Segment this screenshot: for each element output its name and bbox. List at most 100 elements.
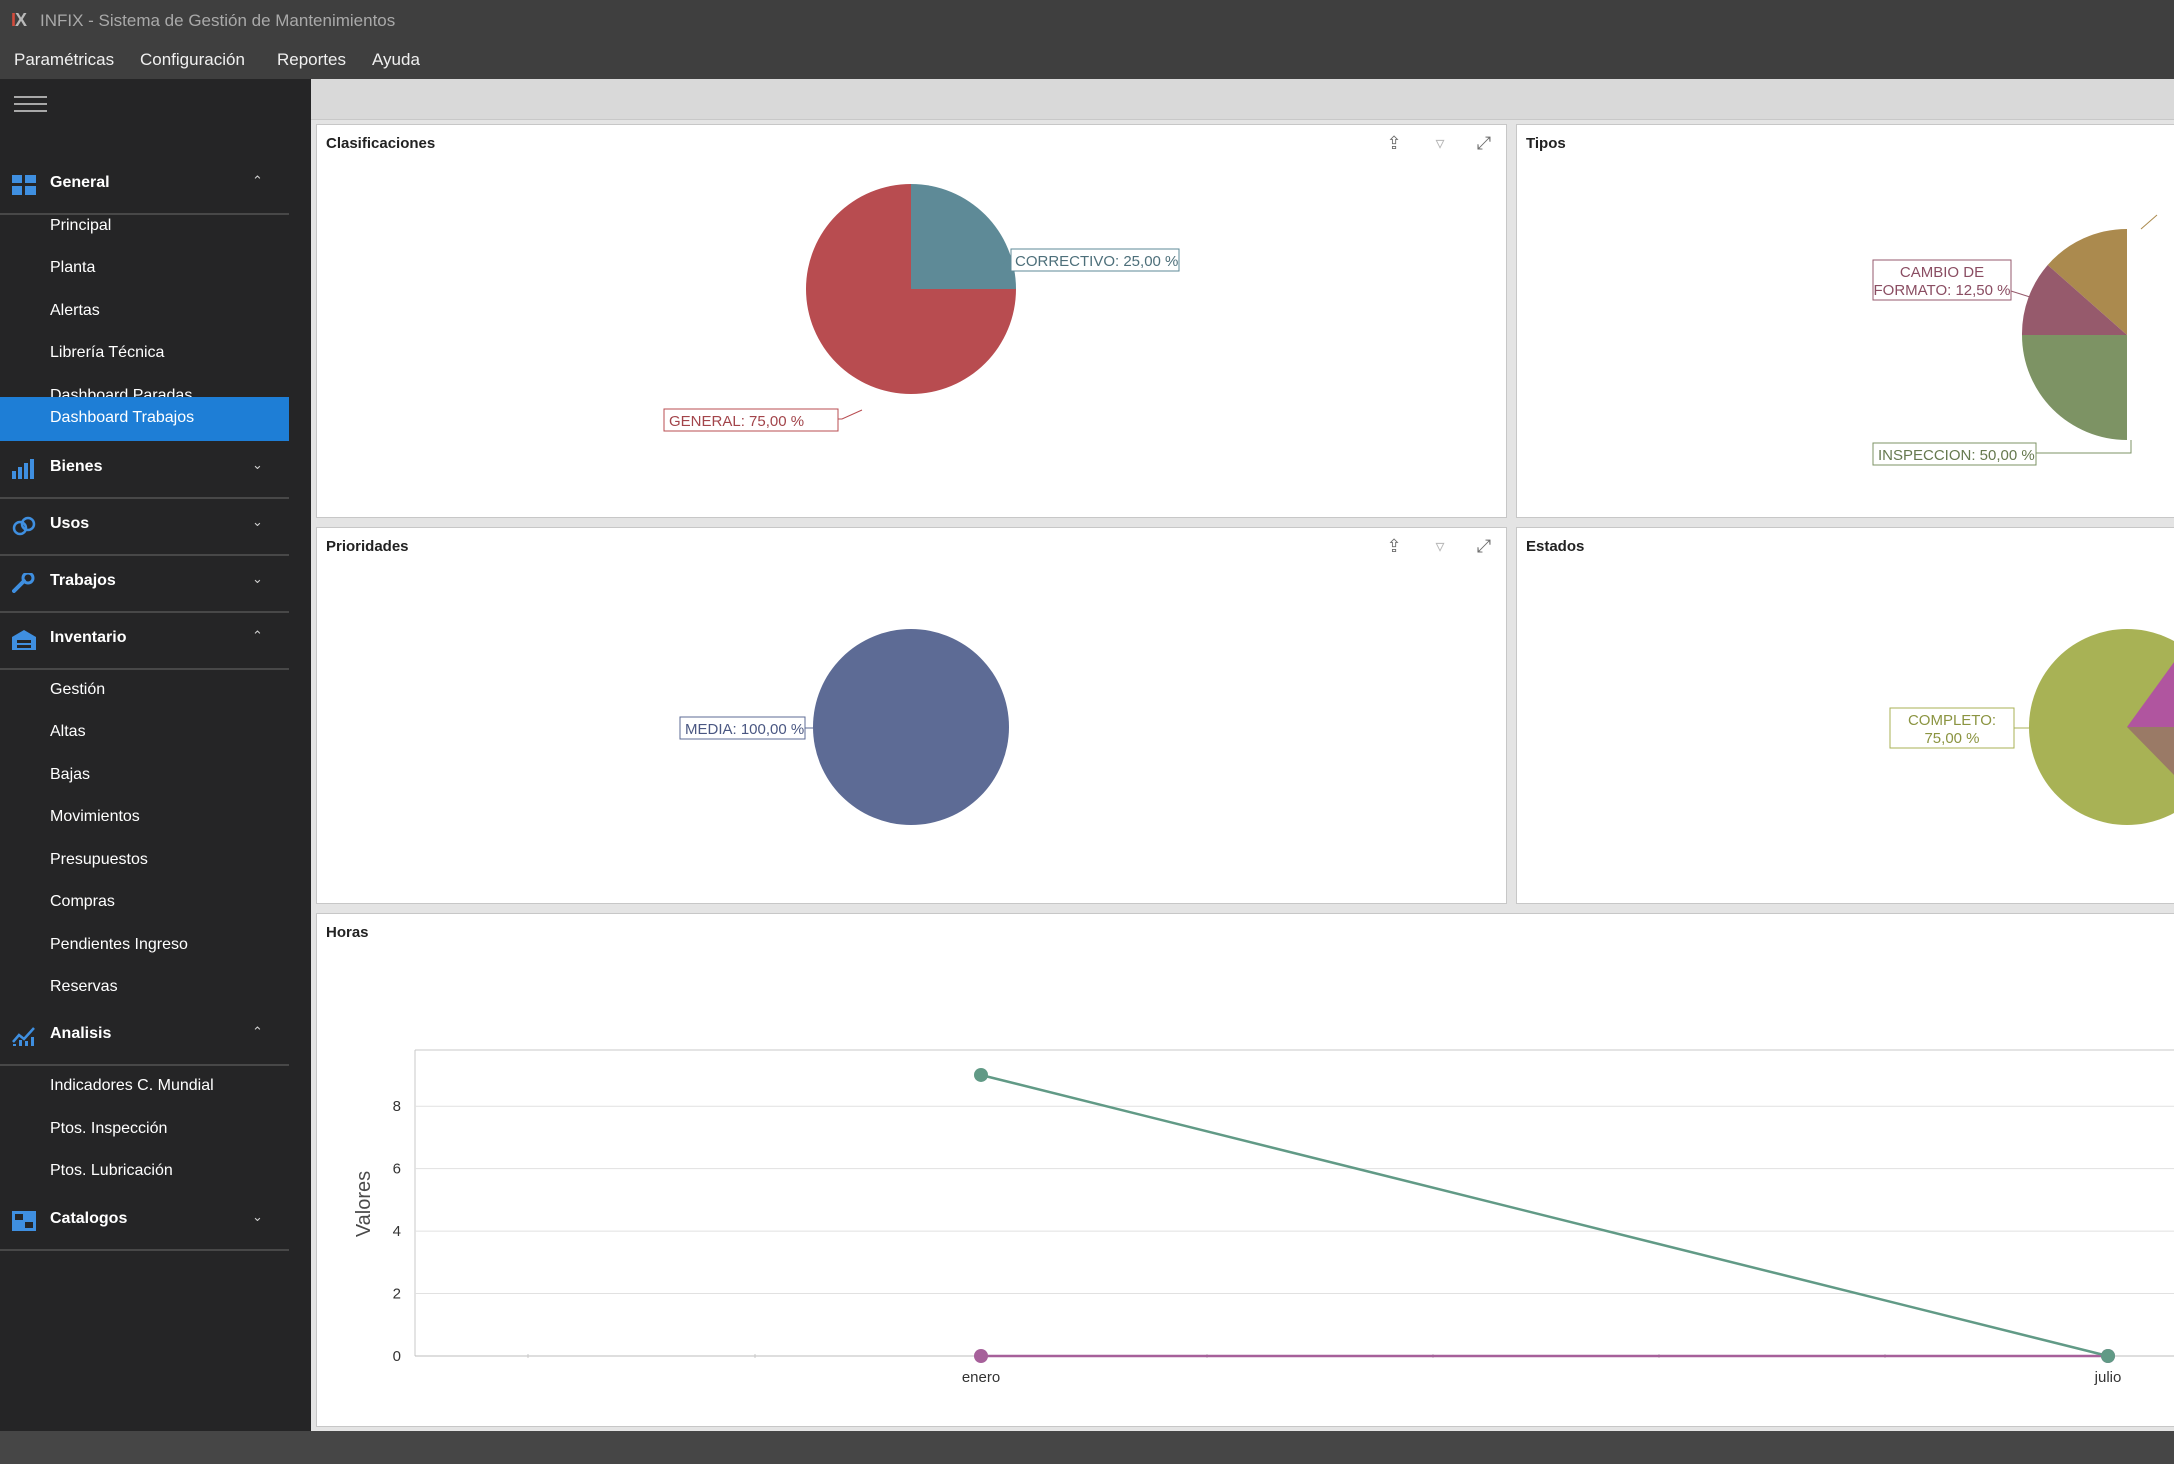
pie-slice-correctivo [911,184,1016,289]
panel-estados: Estados COMPLETO: 75,00 % [1516,527,2174,904]
label-leader-line [1000,258,1011,267]
catalog-icon [12,1211,36,1231]
clear-filter-icon[interactable]: ▿ [1435,133,1445,153]
title-bar: IX INFIX - Sistema de Gestión de Manteni… [0,0,2174,41]
slice-label-cambio-formato: CAMBIO DE [1900,264,1984,281]
sidebar-item-presupuestos[interactable]: Presupuestos [0,839,289,881]
sidebar-item-ptos-lubricacion[interactable]: Ptos. Lubricación [0,1150,289,1192]
sidebar-group-label: General [50,174,110,191]
sidebar-item-altas[interactable]: Altas [0,711,289,753]
menu-bar: Paramétricas Configuración Reportes Ayud… [0,41,2174,79]
sidebar-item-libreria-tecnica[interactable]: Librería Técnica [0,332,289,374]
pie-slice-cambio-formato [2021,265,2127,335]
sidebar-item-label: Reservas [50,978,118,995]
slice-label-inspeccion: INSPECCION: 50,00 % [1878,447,2035,464]
sidebar-item-planta[interactable]: Planta [0,247,289,289]
sidebar-item-label: Gestión [50,681,106,698]
label-box-general [663,408,839,432]
slice-label-correctivo: CORRECTIVO: 25,00 % [1015,253,1178,270]
menu-configuracion[interactable]: Configuración [140,50,245,69]
panel-title: Prioridades [326,538,409,555]
panel-clasificaciones: Clasificaciones ⇪ ▿ ⤢ CORRECTIVO: 25,00 … [316,124,1507,518]
menu-ayuda[interactable]: Ayuda [372,50,420,69]
clear-filter-icon[interactable]: ▿ [1435,536,1445,556]
chevron-down-icon: ⌄ [252,1209,263,1224]
sidebar-item-alertas[interactable]: Alertas [0,290,289,332]
maximize-icon[interactable]: ⤢ [1476,133,1492,153]
pie-slice-media [813,629,1009,825]
chevron-down-icon: ⌄ [252,457,263,472]
data-point [974,1067,988,1082]
sidebar-item-principal[interactable]: Principal [0,205,289,247]
label-box-completo [1889,707,2015,749]
sidebar-group-general[interactable]: General ⌃ [0,157,289,215]
chevron-down-icon: ⌄ [252,571,263,586]
sidebar-item-ptos-inspeccion[interactable]: Ptos. Inspección [0,1108,289,1150]
menu-reportes[interactable]: Reportes [277,50,346,69]
y-tick-label: 4 [393,1223,401,1240]
chevron-up-icon: ⌃ [252,628,263,643]
sidebar-item-label: Altas [50,723,86,740]
sidebar-group-usos[interactable]: Usos ⌄ [0,498,289,556]
sidebar-item-label: Principal [50,217,112,234]
sidebar-group-catalogos[interactable]: Catalogos ⌄ [0,1193,289,1251]
status-bar [0,1431,2174,1464]
series-line-green [980,1073,2109,1358]
sidebar-item-indicadores[interactable]: Indicadores C. Mundial [0,1065,289,1107]
sidebar-item-movimientos[interactable]: Movimientos [0,796,289,838]
sidebar-group-bienes[interactable]: Bienes ⌄ [0,441,289,499]
sidebar-item-label: Alertas [50,302,100,319]
slice-label-general: GENERAL: 75,00 % [669,413,804,430]
pie-slice-completo [2029,629,2174,825]
sidebar-item-pendientes-ingreso[interactable]: Pendientes Ingreso [0,924,289,966]
sidebar-item-label: Movimientos [50,808,140,825]
label-leader-line [838,409,863,420]
sidebar-item-label: Compras [50,893,115,910]
slice-label-completo: COMPLETO: [1908,712,1996,729]
slice-label-completo-line2: 75,00 % [1924,730,1979,747]
label-leader-line [2036,440,2132,454]
sidebar-group-label: Inventario [50,629,127,646]
sidebar-group-analisis[interactable]: Analisis ⌃ [0,1008,289,1066]
app-logo: IX [11,10,27,30]
gridlines [415,1105,2174,1357]
data-point [974,1349,988,1363]
label-leader-line [2010,290,2031,298]
sidebar-item-compras[interactable]: Compras [0,881,289,923]
clasificaciones-chart: CORRECTIVO: 25,00 % GENERAL: 75,00 % [663,184,1180,432]
sidebar-group-label: Trabajos [50,572,116,589]
menu-parametricas[interactable]: Paramétricas [14,50,115,69]
panel-horas: Horas 0 2 4 6 8 Valores enero julio [316,913,2174,1427]
sidebar-group-label: Catalogos [50,1210,128,1227]
panel-tipos: Tipos CAMBIO DE FORMATO: 12,50 % INSPECC… [1516,124,2174,518]
chevron-down-icon: ⌄ [252,514,263,529]
y-axis-label: Valores [353,1171,375,1237]
window-title: INFIX - Sistema de Gestión de Mantenimie… [40,11,396,30]
sidebar-item-reservas[interactable]: Reservas [0,966,289,1008]
sidebar-item-bajas[interactable]: Bajas [0,754,289,796]
sidebar-item-label: Ptos. Lubricación [50,1162,173,1179]
panel-title: Estados [1526,538,1585,555]
sidebar-item-label: Pendientes Ingreso [50,936,188,953]
sidebar-item-label: Presupuestos [50,851,148,868]
label-box-inspeccion [1872,442,2037,466]
sidebar-item-gestion[interactable]: Gestión [0,669,289,711]
export-icon[interactable]: ⇪ [1386,133,1402,153]
sidebar-item-label: Planta [50,259,96,276]
sidebar-item-label: Dashboard Trabajos [50,409,195,426]
link-icon [12,516,36,536]
hamburger-menu-icon[interactable] [14,96,47,117]
dashboard-grid-icon [12,175,36,195]
bar-chart-icon [12,459,34,479]
label-leader-line [2140,214,2158,230]
dashboard-toolbar [311,79,2174,120]
analytics-icon [12,1027,35,1046]
dashboard-content: Clasificaciones ⇪ ▿ ⤢ CORRECTIVO: 25,00 … [311,79,2174,1431]
sidebar-group-inventario[interactable]: Inventario ⌃ [0,612,289,670]
label-box-correctivo [1010,248,1180,272]
export-icon[interactable]: ⇪ [1386,536,1402,556]
pie-slice-tipos-top [2047,228,2127,335]
maximize-icon[interactable]: ⤢ [1476,536,1492,556]
sidebar-group-trabajos[interactable]: Trabajos ⌄ [0,555,289,613]
sidebar-item-dashboard-trabajos[interactable]: Dashboard Trabajos [0,397,289,441]
